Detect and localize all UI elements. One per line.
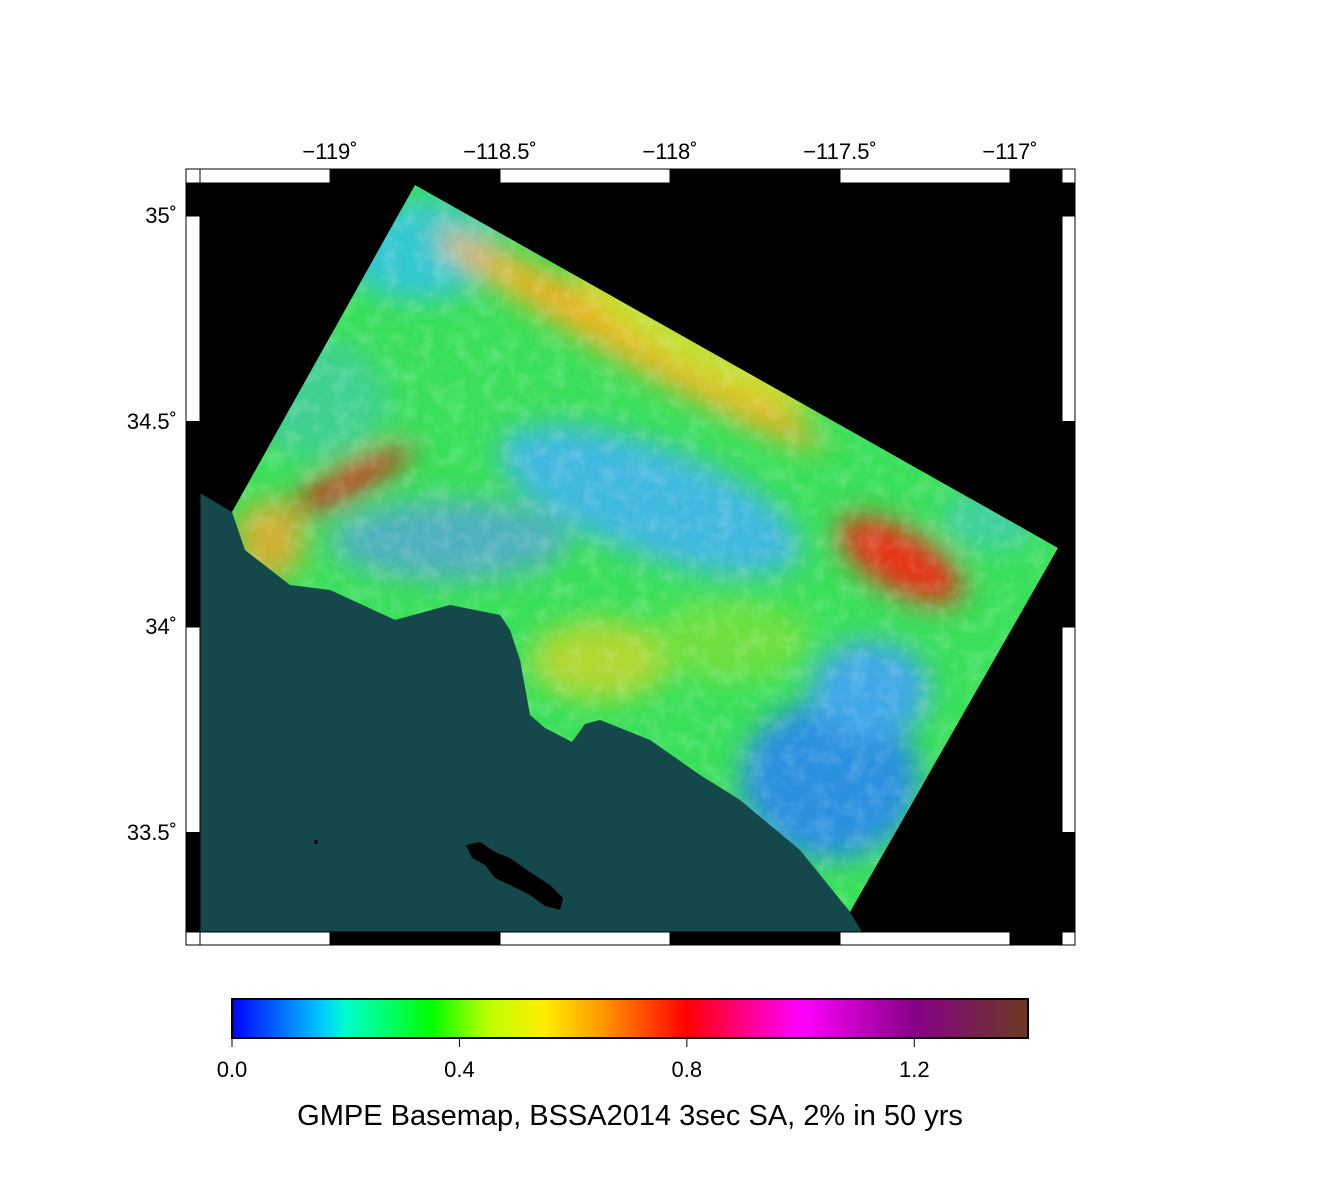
frame-segment xyxy=(185,832,201,933)
colorbar-ticks xyxy=(231,1038,915,1047)
lon-tick-label: −117˚ xyxy=(982,139,1038,164)
frame-segment xyxy=(1061,421,1076,628)
frame-segment xyxy=(185,626,201,833)
frame-segment xyxy=(1061,215,1076,422)
colorbar xyxy=(231,998,1029,1039)
frame-segment xyxy=(329,931,501,946)
lat-tick-label: 35˚ xyxy=(145,203,177,228)
frame-segment xyxy=(669,931,841,946)
map-frame xyxy=(185,168,1076,946)
island-santa-catalina xyxy=(466,842,563,910)
map-title: GMPE Basemap, BSSA2014 3sec SA, 2% in 50… xyxy=(297,1100,963,1132)
frame-corner xyxy=(185,931,201,946)
frame-segment xyxy=(1009,168,1063,184)
lon-tick-label: −118.5˚ xyxy=(463,139,537,164)
frame-segment xyxy=(669,168,841,184)
colorbar-tick-label: 0.4 xyxy=(444,1057,475,1082)
lat-tick-label: 34.5˚ xyxy=(126,408,177,434)
frame-segment xyxy=(199,931,331,946)
frame-corner xyxy=(1061,168,1076,184)
frame-segment xyxy=(199,168,331,184)
lon-tick-label: −117.5˚ xyxy=(803,139,877,164)
frame-corner xyxy=(1061,931,1076,946)
frame-segment xyxy=(329,168,501,184)
frame-segment xyxy=(1061,182,1076,217)
island-small xyxy=(314,840,318,844)
lon-tick-label: −119˚ xyxy=(302,139,358,164)
frame-segment xyxy=(185,421,201,628)
frame-segment xyxy=(185,182,201,217)
frame-segment xyxy=(1009,931,1063,946)
frame-segment xyxy=(839,931,1011,946)
lat-tick-label: 34˚ xyxy=(145,614,177,639)
colorbar-tick-label: 0.8 xyxy=(671,1057,703,1082)
frame-segment xyxy=(499,931,671,946)
frame-segment xyxy=(499,168,671,184)
frame-segment xyxy=(839,168,1011,184)
colorbar-tick-label: 1.2 xyxy=(898,1057,930,1082)
frame-segment xyxy=(1061,832,1076,933)
lat-tick-label: 33.5˚ xyxy=(126,819,177,845)
lon-tick-label: −118˚ xyxy=(642,139,698,164)
colorbar-tick-label: 0.0 xyxy=(216,1057,248,1082)
frame-corner xyxy=(185,168,201,184)
ocean xyxy=(200,493,862,932)
frame-segment xyxy=(185,215,201,422)
frame-segment xyxy=(1061,626,1076,833)
